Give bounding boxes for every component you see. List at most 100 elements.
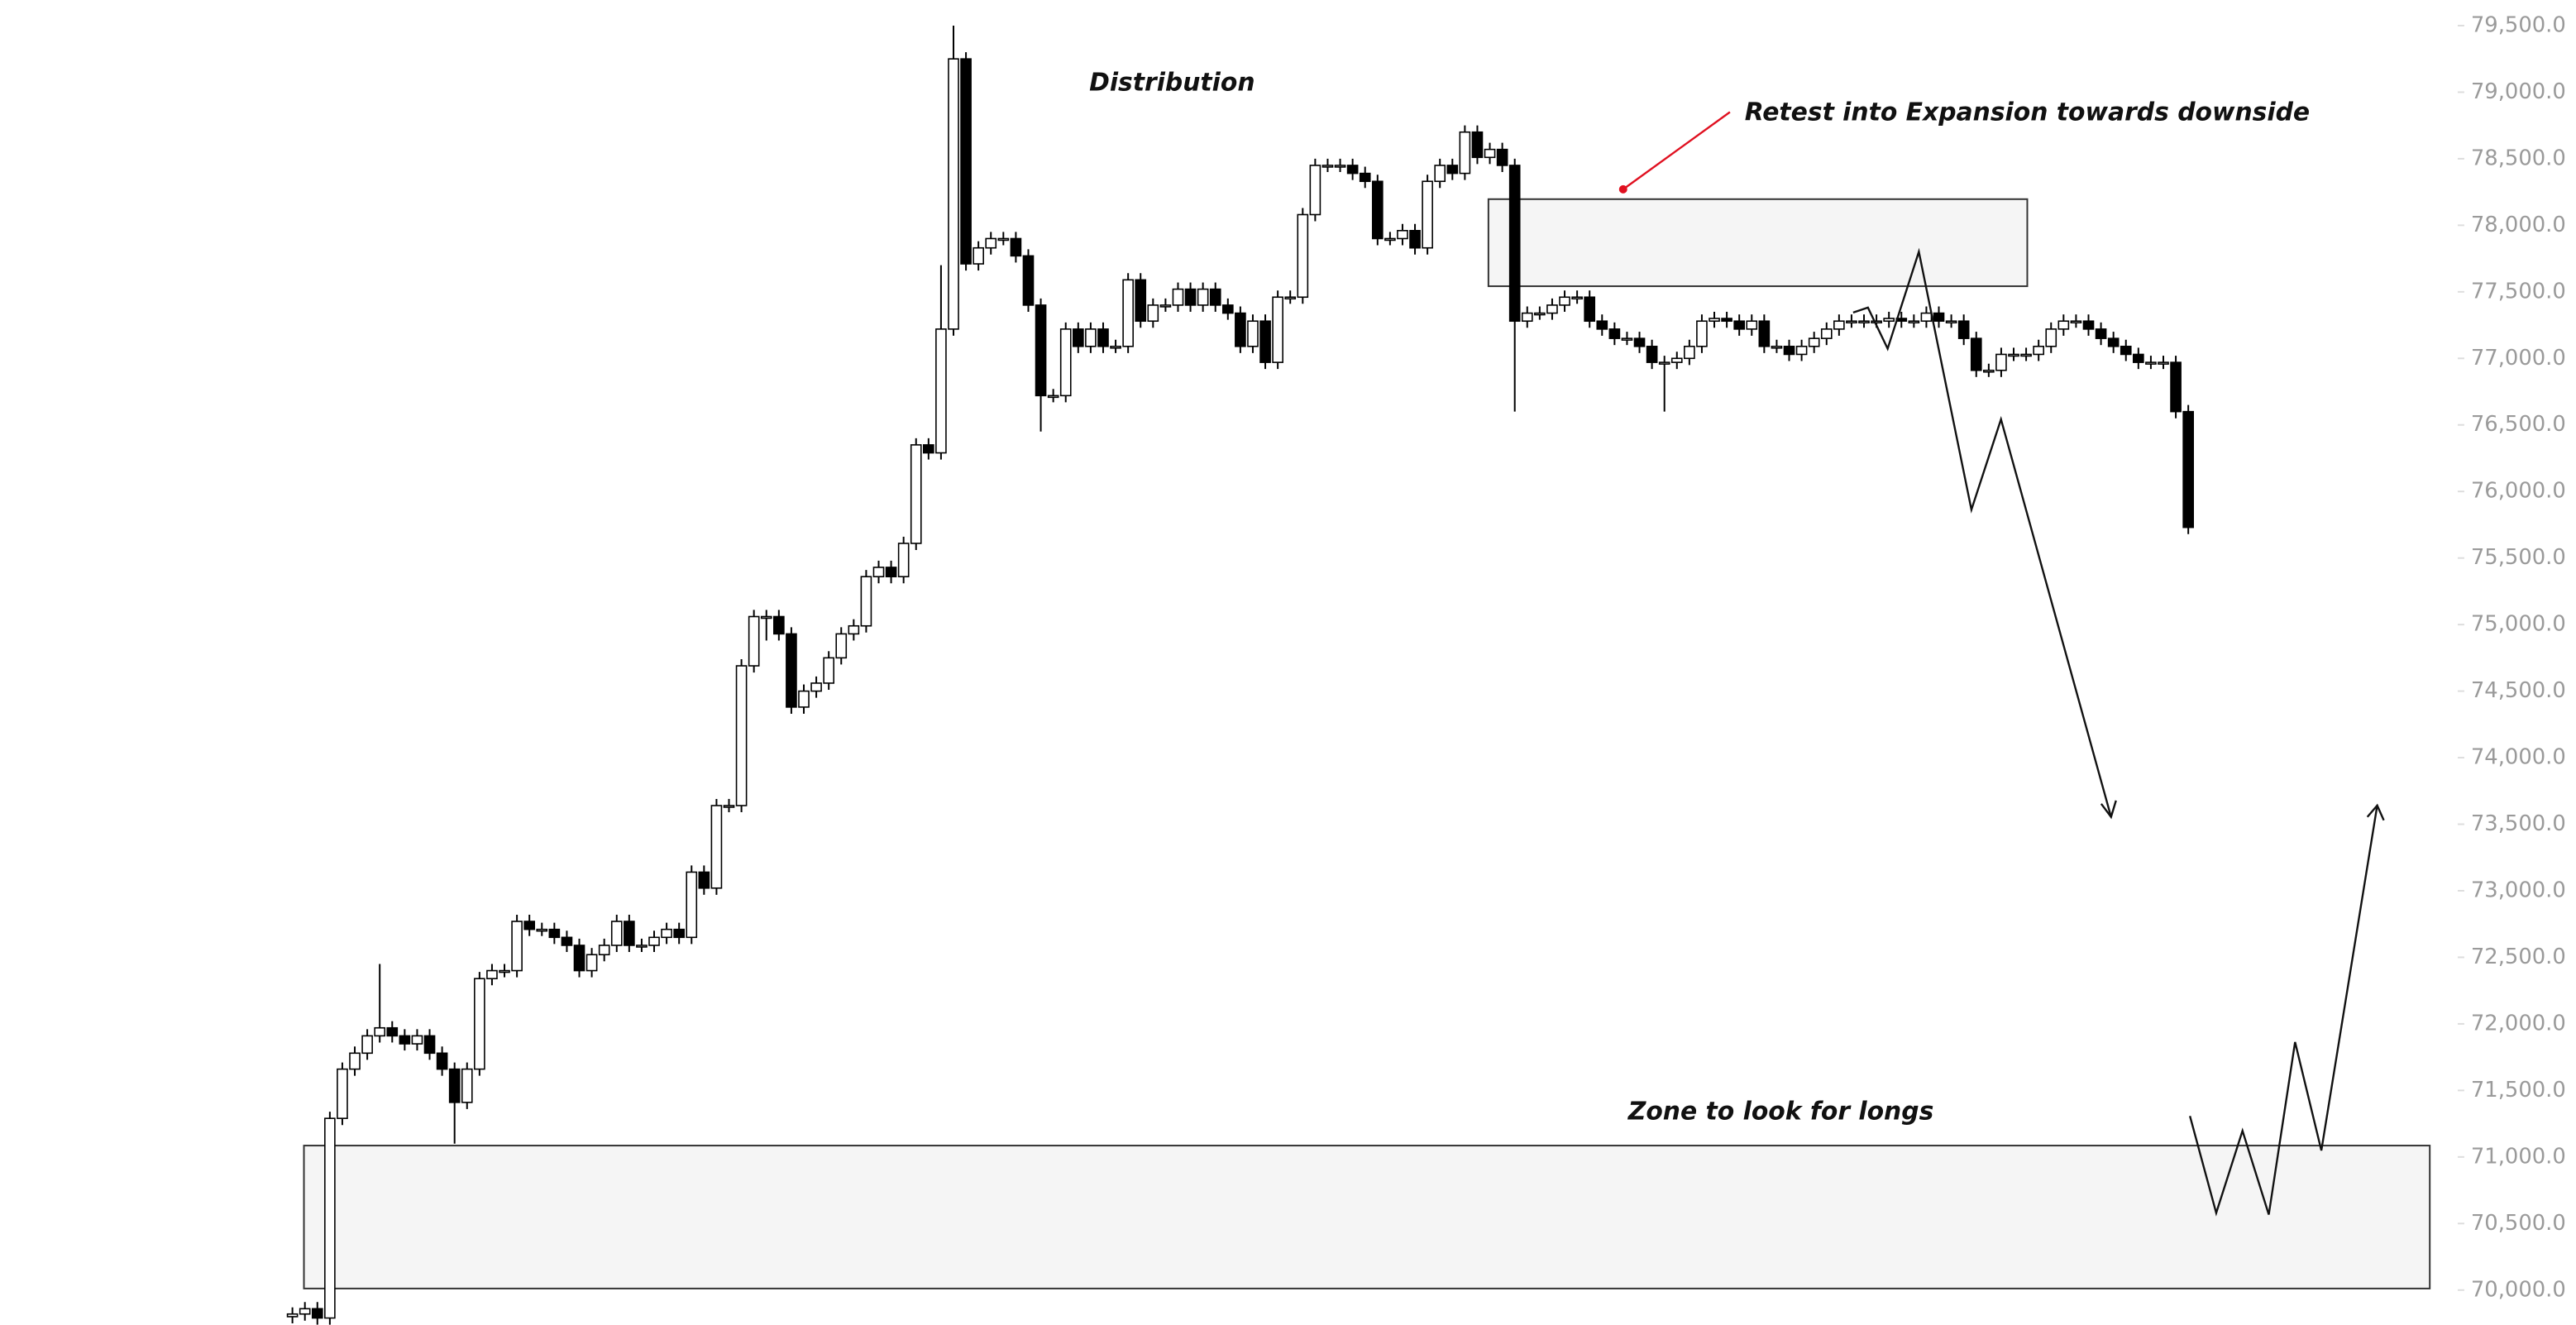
candle-body (1746, 320, 1758, 330)
candle-body (1795, 346, 1808, 356)
candle-body (1159, 304, 1172, 308)
candle-body (823, 657, 834, 684)
candle-body (1359, 172, 1371, 183)
candle-body (1321, 165, 1334, 168)
candle-body (786, 633, 797, 708)
candle-body (1047, 395, 1059, 399)
candle-body (324, 1117, 336, 1319)
arrow-head (2100, 800, 2117, 820)
candle-body (1658, 361, 1670, 365)
candle-body (848, 624, 860, 635)
candle-body (548, 928, 561, 939)
candle-body (1446, 165, 1459, 175)
candle-body (1334, 165, 1346, 168)
candle-body (1346, 165, 1359, 175)
candle-body (286, 1313, 299, 1318)
candle-body (349, 1052, 361, 1070)
candle-body (973, 246, 984, 265)
y-tick-label: 70,500.0 (2471, 1211, 2566, 1236)
candle-body (1584, 296, 1596, 323)
candle-body (935, 328, 947, 454)
candle-body (1646, 346, 1658, 363)
candle-body (1871, 320, 1882, 324)
candle-body (910, 444, 922, 544)
candle-body (1709, 318, 1720, 323)
candle-body (624, 921, 635, 946)
candle-body (1072, 328, 1084, 347)
y-tick-label: 72,000.0 (2471, 1011, 2566, 1036)
annotation: Retest into Expansion towards downside (1745, 98, 2310, 127)
candle-body (1920, 312, 1933, 323)
y-tick-label: 73,500.0 (2471, 811, 2566, 836)
candle-body (1995, 353, 2007, 371)
candle-body (735, 665, 748, 806)
candle-body (698, 871, 710, 889)
candle-body (1122, 279, 1134, 347)
candle-body (2057, 320, 2070, 330)
candle-body (1771, 346, 1783, 349)
candle-body (2033, 346, 2044, 356)
candle-body (499, 969, 510, 973)
y-tick-label: 71,000.0 (2471, 1144, 2566, 1169)
candle-body (1883, 318, 1895, 323)
candle-body (1559, 296, 1570, 306)
annotation: Distribution (1089, 69, 1255, 98)
candle-body (399, 1035, 411, 1045)
annotation: Zone to look for longs (1627, 1097, 1934, 1126)
candle-body (1184, 288, 1197, 306)
y-tick-label: 78,500.0 (2471, 146, 2566, 170)
candle-body (1508, 165, 1521, 323)
candle-body (948, 58, 959, 330)
candle-body (1247, 320, 1259, 347)
candle-body (1945, 320, 1957, 324)
y-tick-label: 74,500.0 (2471, 678, 2566, 703)
candle-body (1371, 180, 1384, 240)
candle-body (299, 1308, 311, 1315)
candle-body (1820, 328, 1833, 339)
candle-body (536, 928, 548, 932)
candle-body (985, 237, 997, 249)
candle-body (585, 954, 598, 972)
projection-path (2188, 805, 2378, 1217)
candle-body (760, 615, 772, 619)
candle-body (2082, 320, 2095, 330)
candle-body (2133, 353, 2144, 363)
arrow-head (2366, 803, 2385, 821)
candle-body (1833, 320, 1845, 330)
candle-body (773, 615, 785, 635)
candle-body (598, 945, 610, 956)
y-tick-label: 77,000.0 (2471, 346, 2566, 371)
candle-body (1209, 288, 1221, 306)
candle-body (1135, 279, 1147, 323)
candle-body (2170, 361, 2182, 413)
candle-body (1933, 312, 1945, 323)
candle-body (1633, 337, 1646, 347)
candle-body (1571, 296, 1583, 300)
candle-body (1696, 320, 1708, 347)
candle-body (1546, 304, 1558, 314)
candle-body (2095, 328, 2107, 339)
candle-body (922, 444, 934, 454)
candle-body (2120, 346, 2132, 356)
candle-body (523, 921, 536, 930)
candle-body (2020, 353, 2032, 357)
candle-body (1422, 180, 1433, 249)
candle-body (2070, 320, 2082, 324)
candle-body (1035, 304, 1047, 397)
candle-body (1970, 337, 1982, 371)
candle-body (860, 576, 872, 627)
candle-body (1459, 131, 1471, 175)
candle-body (1983, 369, 1995, 373)
candle-body (1397, 230, 1408, 240)
candle-body (1309, 165, 1321, 216)
pointer-line (1623, 111, 1731, 190)
candle-body (448, 1068, 461, 1103)
candle-body (1297, 213, 1309, 299)
candle-body (1621, 337, 1633, 341)
y-tick-label: 78,000.0 (2471, 213, 2566, 237)
candle-body (337, 1068, 348, 1119)
candle-body (1808, 337, 1820, 347)
candle-body (423, 1035, 436, 1055)
candle-body (411, 1035, 423, 1045)
